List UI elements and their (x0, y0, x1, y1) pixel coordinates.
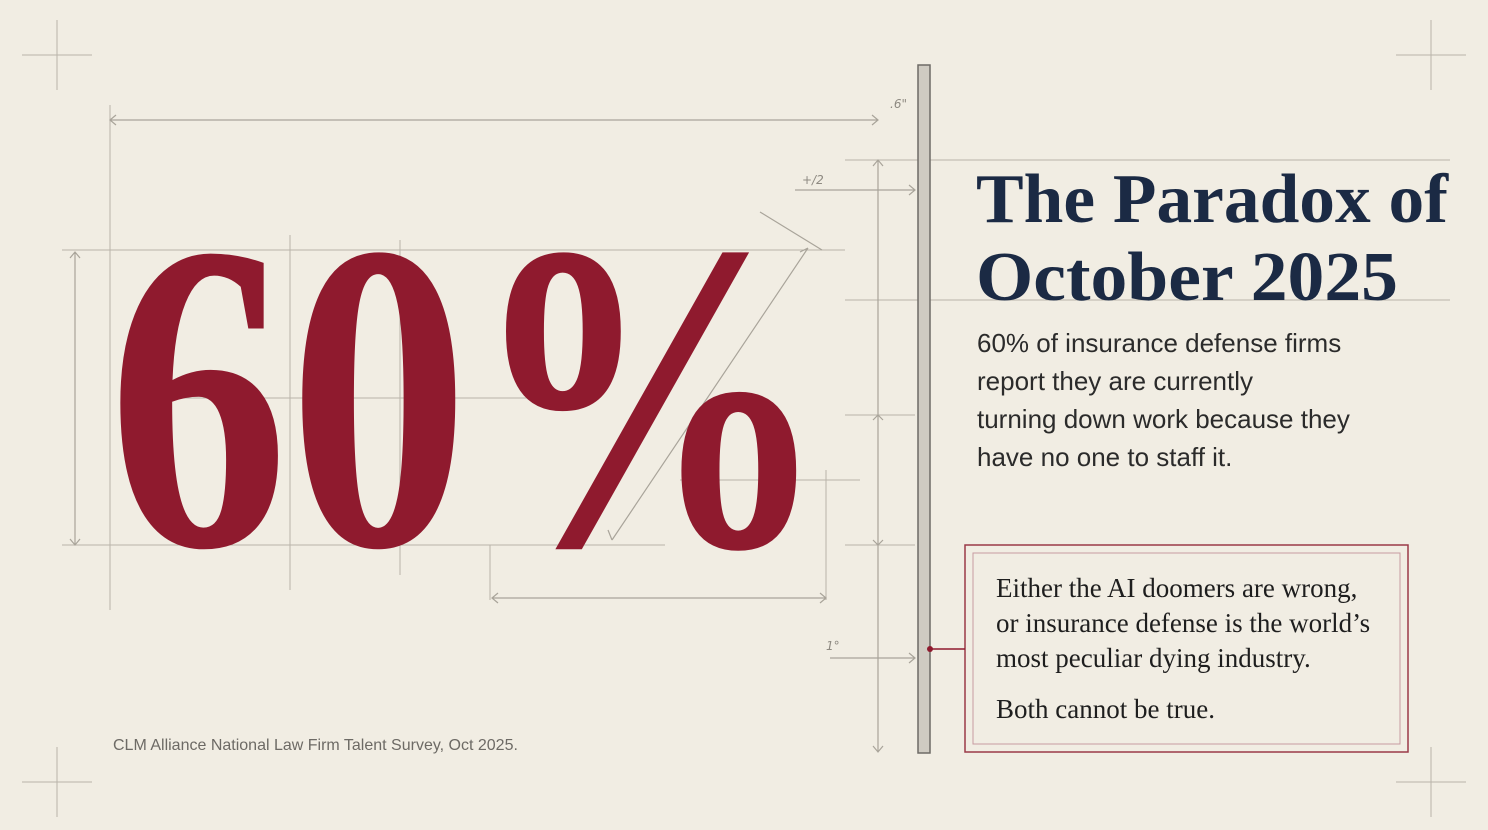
body-line: 60% of insurance defense firms (977, 328, 1341, 358)
source: CLM Alliance National Law Firm Talent Su… (113, 737, 518, 754)
construction-lines (62, 105, 1450, 610)
title-line: October 2025 (976, 239, 1398, 316)
corner-marks (22, 20, 1466, 817)
callout-line: or insurance defense is the world’s (996, 608, 1370, 638)
annotation: +/2 (802, 173, 824, 187)
callout-line: most peculiar dying industry. (996, 643, 1311, 673)
hero-figure: 60% (108, 154, 830, 641)
body-line: report they are currently (977, 366, 1253, 396)
body-line: turning down work because they (977, 404, 1350, 434)
annotation: .6" (890, 97, 907, 111)
body-line: have no one to staff it. (977, 442, 1232, 472)
title-line: The Paradox of (976, 161, 1449, 238)
callout-line: Either the AI doomers are wrong, (996, 573, 1357, 603)
vertical-bar (917, 64, 931, 754)
dimension-arrows (69, 114, 916, 753)
callout-conclusion: Both cannot be true. (996, 694, 1215, 724)
callout-box (927, 544, 1409, 753)
annotation: 1° (826, 639, 840, 653)
